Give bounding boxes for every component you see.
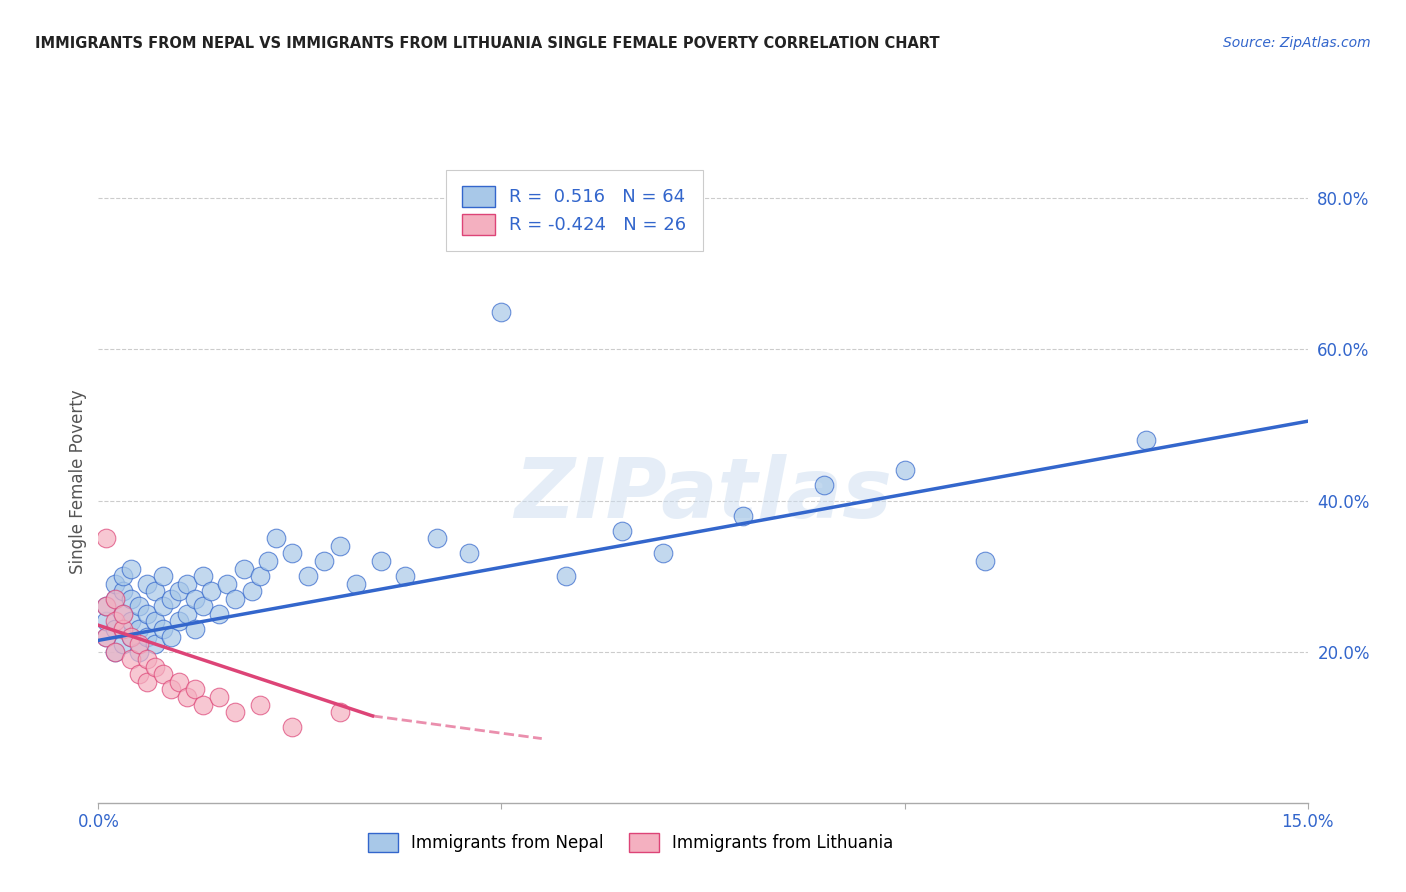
Point [143, 584, 166, 599]
Point [224, 591, 246, 606]
Point [232, 561, 254, 575]
Point [111, 637, 134, 651]
Point [458, 546, 481, 560]
Point [135, 576, 157, 591]
Point [208, 607, 231, 621]
Point [111, 607, 134, 621]
Point [256, 554, 278, 568]
Point [193, 698, 215, 712]
Legend: Immigrants from Nepal, Immigrants from Lithuania: Immigrants from Nepal, Immigrants from L… [361, 826, 900, 859]
Y-axis label: Single Female Poverty: Single Female Poverty [69, 390, 87, 574]
Point [96, 630, 118, 644]
Point [96, 630, 118, 644]
Point [111, 569, 134, 583]
Point [329, 539, 352, 553]
Point [974, 554, 997, 568]
Point [281, 546, 304, 560]
Point [120, 630, 142, 644]
Point [208, 690, 231, 704]
Point [160, 591, 183, 606]
Point [344, 576, 367, 591]
Point [128, 599, 150, 614]
Point [103, 622, 125, 636]
Point [240, 584, 263, 599]
Point [103, 645, 125, 659]
Point [224, 705, 246, 719]
Point [184, 682, 207, 697]
Point [135, 607, 157, 621]
Point [103, 591, 125, 606]
Point [96, 599, 118, 614]
Point [143, 660, 166, 674]
Point [160, 630, 183, 644]
Point [128, 667, 150, 681]
Text: Source: ZipAtlas.com: Source: ZipAtlas.com [1223, 36, 1371, 50]
Point [394, 569, 416, 583]
Point [135, 652, 157, 666]
Point [176, 690, 198, 704]
Point [143, 637, 166, 651]
Point [167, 584, 190, 599]
Point [314, 554, 336, 568]
Point [103, 591, 125, 606]
Point [249, 569, 271, 583]
Point [128, 637, 150, 651]
Point [152, 667, 174, 681]
Point [120, 615, 142, 629]
Point [200, 584, 222, 599]
Point [612, 524, 634, 538]
Point [281, 720, 304, 734]
Point [111, 607, 134, 621]
Text: ZIPatlas: ZIPatlas [515, 454, 891, 535]
Point [103, 645, 125, 659]
Point [120, 630, 142, 644]
Point [103, 576, 125, 591]
Point [152, 622, 174, 636]
Point [370, 554, 392, 568]
Point [103, 615, 125, 629]
Point [96, 532, 118, 546]
Point [249, 698, 271, 712]
Text: IMMIGRANTS FROM NEPAL VS IMMIGRANTS FROM LITHUANIA SINGLE FEMALE POVERTY CORRELA: IMMIGRANTS FROM NEPAL VS IMMIGRANTS FROM… [35, 36, 939, 51]
Point [555, 569, 578, 583]
Point [111, 584, 134, 599]
Point [1135, 433, 1157, 447]
Point [184, 622, 207, 636]
Point [426, 532, 449, 546]
Point [128, 645, 150, 659]
Point [128, 622, 150, 636]
Point [217, 576, 239, 591]
Point [491, 304, 513, 318]
Point [167, 615, 190, 629]
Point [813, 478, 835, 492]
Point [96, 599, 118, 614]
Point [297, 569, 319, 583]
Point [651, 546, 673, 560]
Point [184, 591, 207, 606]
Point [152, 569, 174, 583]
Point [135, 630, 157, 644]
Point [120, 591, 142, 606]
Point [135, 674, 157, 689]
Point [176, 607, 198, 621]
Point [264, 532, 287, 546]
Point [193, 599, 215, 614]
Point [120, 652, 142, 666]
Point [167, 674, 190, 689]
Point [329, 705, 352, 719]
Point [893, 463, 915, 477]
Point [193, 569, 215, 583]
Point [111, 622, 134, 636]
Point [733, 508, 755, 523]
Point [143, 615, 166, 629]
Point [152, 599, 174, 614]
Point [96, 615, 118, 629]
Point [160, 682, 183, 697]
Point [120, 561, 142, 575]
Point [176, 576, 198, 591]
